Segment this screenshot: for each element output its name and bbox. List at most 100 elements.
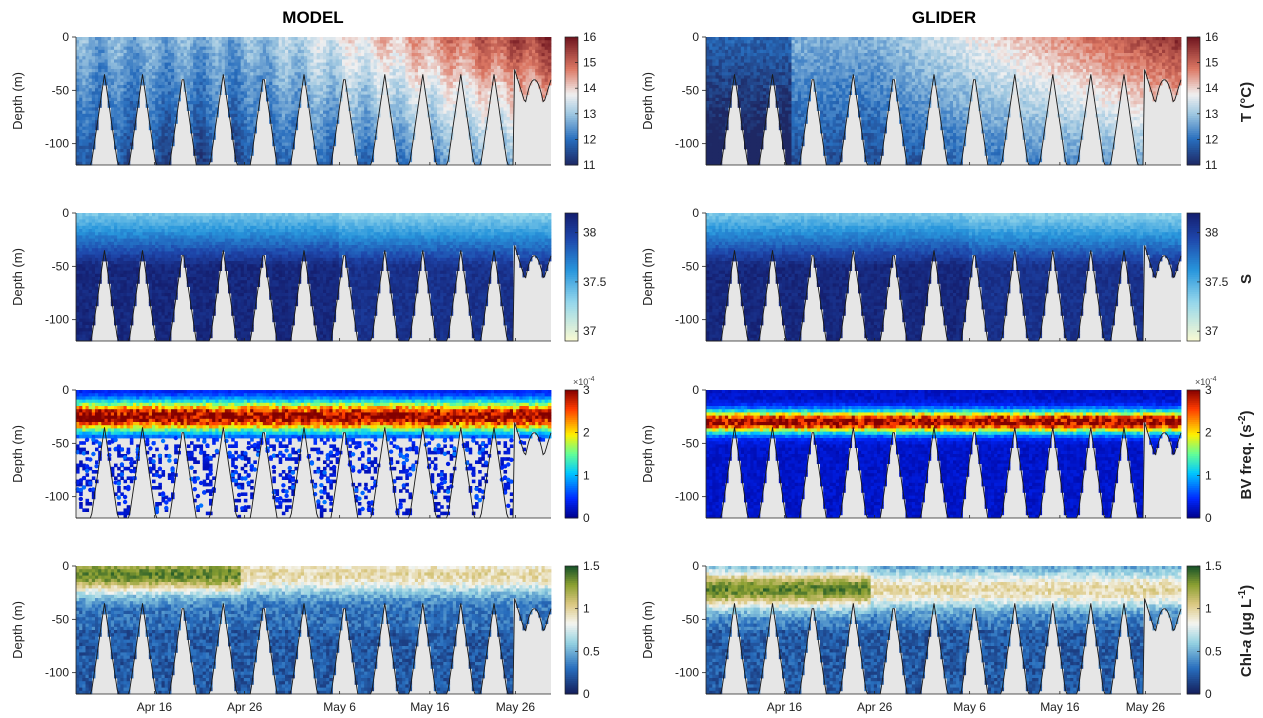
field-cell [323, 111, 327, 115]
field-cell [276, 56, 280, 60]
field-cell [238, 127, 242, 131]
field-cell [215, 75, 219, 79]
field-cell [459, 43, 463, 47]
field-cell [152, 37, 156, 41]
field-cell [168, 79, 172, 83]
field-cell [196, 136, 200, 140]
field-cell [415, 75, 419, 79]
field-cell [250, 53, 254, 57]
field-cell [269, 66, 273, 70]
field-cell [317, 146, 321, 150]
field-cell [545, 69, 549, 73]
field-cell [155, 53, 159, 57]
field-cell [358, 47, 362, 51]
field-cell [396, 104, 400, 108]
field-cell [282, 136, 286, 140]
field-cell [443, 95, 447, 99]
field-cell [415, 53, 419, 57]
field-cell [76, 261, 80, 265]
field-cell [238, 149, 242, 153]
field-cell [507, 37, 511, 41]
field-cell [196, 66, 200, 70]
field-cell [523, 47, 527, 51]
field-cell [393, 82, 397, 86]
field-cell [393, 56, 397, 60]
field-cell [133, 43, 137, 47]
field-cell [431, 82, 435, 86]
field-cell [377, 63, 381, 67]
field-cell [333, 43, 337, 47]
field-cell [89, 319, 93, 323]
field-cell [333, 40, 337, 44]
field-cell [108, 255, 112, 259]
field-cell [282, 104, 286, 108]
field-cell [352, 40, 356, 44]
field-cell [222, 37, 226, 41]
field-cell [485, 91, 489, 95]
field-cell [89, 235, 93, 239]
field-cell [336, 63, 340, 67]
field-cell [95, 66, 99, 70]
field-cell [279, 72, 283, 76]
field-cell [529, 59, 533, 63]
field-cell [98, 213, 102, 217]
field-cell [76, 328, 80, 332]
field-cell [86, 226, 90, 230]
field-cell [390, 82, 394, 86]
field-cell [193, 104, 197, 108]
field-cell [215, 95, 219, 99]
field-cell [108, 226, 112, 230]
field-cell [155, 149, 159, 153]
field-cell [152, 50, 156, 54]
field-cell [358, 40, 362, 44]
field-cell [383, 56, 387, 60]
field-cell [86, 53, 90, 57]
field-cell [105, 219, 109, 223]
field-cell [105, 213, 109, 217]
field-cell [409, 104, 413, 108]
field-cell [257, 91, 261, 95]
field-cell [272, 127, 276, 131]
field-cell [336, 69, 340, 73]
field-cell [481, 88, 485, 92]
field-cell [443, 47, 447, 51]
field-cell [127, 232, 131, 236]
field-cell [298, 75, 302, 79]
field-cell [260, 56, 264, 60]
field-cell [193, 85, 197, 89]
field-cell [247, 50, 251, 54]
field-cell [285, 53, 289, 57]
field-cell [431, 95, 435, 99]
field-cell [143, 37, 147, 41]
field-cell [190, 72, 194, 76]
field-cell [139, 69, 143, 73]
field-cell [542, 85, 546, 89]
field-cell [462, 59, 466, 63]
field-cell [428, 50, 432, 54]
field-cell [114, 88, 118, 92]
field-cell [399, 79, 403, 83]
field-cell [481, 50, 485, 54]
field-cell [478, 40, 482, 44]
field-cell [86, 98, 90, 102]
field-cell [130, 104, 134, 108]
field-cell [241, 98, 245, 102]
field-cell [342, 72, 346, 76]
field-cell [244, 85, 248, 89]
field-cell [168, 143, 172, 147]
field-cell [124, 56, 128, 60]
field-cell [472, 47, 476, 51]
field-cell [114, 40, 118, 44]
field-cell [443, 88, 447, 92]
field-cell [440, 69, 444, 73]
field-cell [98, 229, 102, 233]
field-cell [263, 56, 267, 60]
field-cell [329, 69, 333, 73]
field-cell [276, 59, 280, 63]
field-cell [434, 63, 438, 67]
field-cell [95, 245, 99, 249]
field-cell [367, 120, 371, 124]
field-cell [507, 47, 511, 51]
field-cell [377, 56, 381, 60]
field-cell [516, 40, 520, 44]
